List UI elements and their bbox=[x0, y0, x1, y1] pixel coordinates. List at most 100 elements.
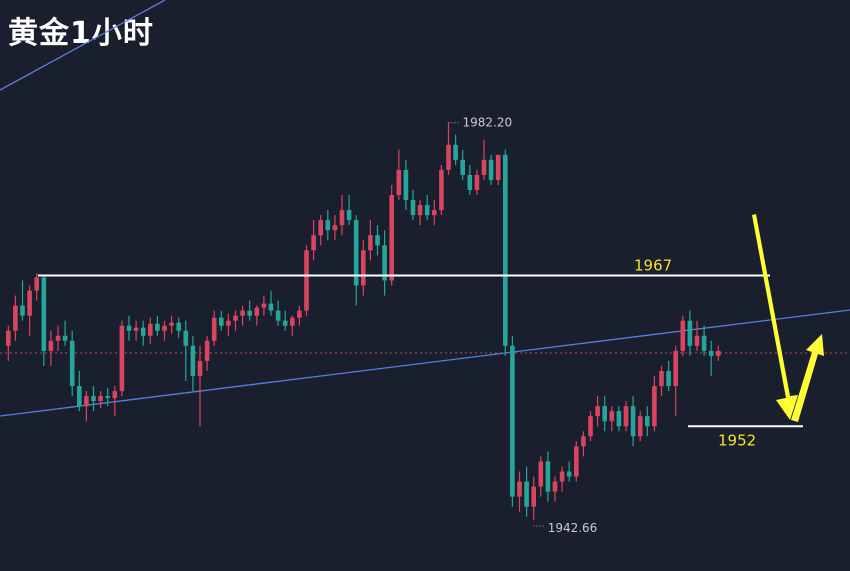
candle-body bbox=[112, 391, 118, 399]
candle-body bbox=[275, 310, 281, 321]
candle bbox=[424, 195, 430, 221]
candle bbox=[346, 195, 352, 226]
candle-body bbox=[488, 159, 494, 180]
candle bbox=[716, 345, 721, 361]
candle bbox=[233, 310, 238, 331]
candle-body bbox=[84, 396, 89, 407]
candle bbox=[140, 320, 146, 346]
candle bbox=[446, 122, 451, 175]
candle bbox=[219, 310, 224, 331]
candle bbox=[432, 200, 437, 226]
candle-body bbox=[41, 277, 47, 351]
candle-body bbox=[162, 325, 167, 331]
candle-body bbox=[119, 325, 125, 392]
candle-body bbox=[609, 411, 615, 422]
candle bbox=[155, 315, 160, 336]
candle bbox=[183, 320, 189, 382]
candle-body bbox=[510, 345, 515, 497]
candle-body bbox=[219, 317, 224, 326]
candle-body bbox=[495, 154, 501, 180]
candle-body bbox=[453, 144, 458, 160]
candle-body bbox=[410, 200, 416, 216]
candle bbox=[652, 375, 657, 432]
candle bbox=[48, 330, 54, 366]
candle-body bbox=[55, 335, 61, 341]
candle bbox=[240, 305, 245, 326]
candle-body bbox=[346, 210, 352, 221]
candle-body bbox=[382, 245, 387, 281]
candle bbox=[105, 388, 110, 407]
candle-body bbox=[595, 406, 600, 417]
candle bbox=[13, 295, 18, 341]
candle bbox=[666, 360, 671, 392]
candle bbox=[176, 317, 181, 338]
candle bbox=[510, 335, 515, 507]
candle bbox=[119, 320, 125, 397]
candle bbox=[503, 149, 508, 356]
candle-body bbox=[226, 320, 231, 326]
candle-body bbox=[290, 317, 295, 326]
candle bbox=[311, 220, 316, 261]
candle-body bbox=[353, 220, 359, 286]
candle-body bbox=[69, 340, 75, 387]
candle-body bbox=[439, 169, 444, 211]
candle-body bbox=[531, 486, 536, 507]
candle bbox=[659, 365, 664, 397]
candle bbox=[524, 466, 529, 517]
candle bbox=[531, 476, 536, 521]
levels-layer: 1967 1952 bbox=[38, 256, 803, 449]
candle bbox=[226, 313, 231, 336]
candle bbox=[91, 386, 96, 412]
candle-body bbox=[602, 406, 607, 422]
candle-body bbox=[588, 416, 593, 437]
candle-body bbox=[432, 210, 437, 216]
candle bbox=[297, 305, 302, 326]
candle-body bbox=[268, 303, 274, 311]
candle-body bbox=[126, 325, 132, 331]
candle bbox=[275, 300, 281, 326]
candle bbox=[261, 295, 267, 316]
candle bbox=[460, 149, 465, 180]
candle-body bbox=[545, 461, 551, 492]
candle-body bbox=[155, 323, 160, 331]
candle bbox=[126, 315, 132, 341]
candle bbox=[318, 215, 323, 246]
candle bbox=[701, 325, 707, 356]
candle bbox=[517, 471, 522, 512]
candle-body bbox=[62, 335, 68, 341]
candle-body bbox=[708, 350, 714, 356]
candle bbox=[247, 300, 252, 321]
candle-body bbox=[680, 320, 686, 351]
forecast-down-arrow bbox=[752, 214, 798, 420]
candle bbox=[254, 305, 260, 326]
candle bbox=[417, 200, 423, 226]
candle bbox=[62, 320, 68, 346]
candle bbox=[481, 139, 487, 180]
candle bbox=[169, 315, 174, 334]
candle-body bbox=[318, 220, 323, 236]
candle-body bbox=[297, 310, 302, 318]
candle-body bbox=[48, 340, 54, 351]
candle-body bbox=[211, 317, 217, 341]
candle-body bbox=[424, 205, 430, 216]
candle bbox=[6, 325, 11, 361]
trendline-layer bbox=[0, 0, 850, 417]
candle-body bbox=[645, 416, 650, 427]
candle-body bbox=[375, 235, 380, 246]
candle bbox=[439, 164, 444, 216]
candle bbox=[538, 456, 544, 497]
candle bbox=[495, 154, 501, 185]
candle-body bbox=[282, 320, 288, 326]
candle-body bbox=[183, 330, 189, 346]
candle-body bbox=[77, 386, 82, 407]
candle bbox=[382, 230, 387, 296]
level-label-1967: 1967 bbox=[634, 256, 672, 274]
candle bbox=[361, 240, 366, 296]
candle bbox=[41, 275, 47, 366]
candle bbox=[488, 154, 494, 185]
candle bbox=[637, 411, 643, 442]
candle bbox=[84, 391, 89, 422]
candle bbox=[204, 335, 210, 371]
candle-body bbox=[332, 225, 338, 231]
candle bbox=[98, 391, 103, 409]
